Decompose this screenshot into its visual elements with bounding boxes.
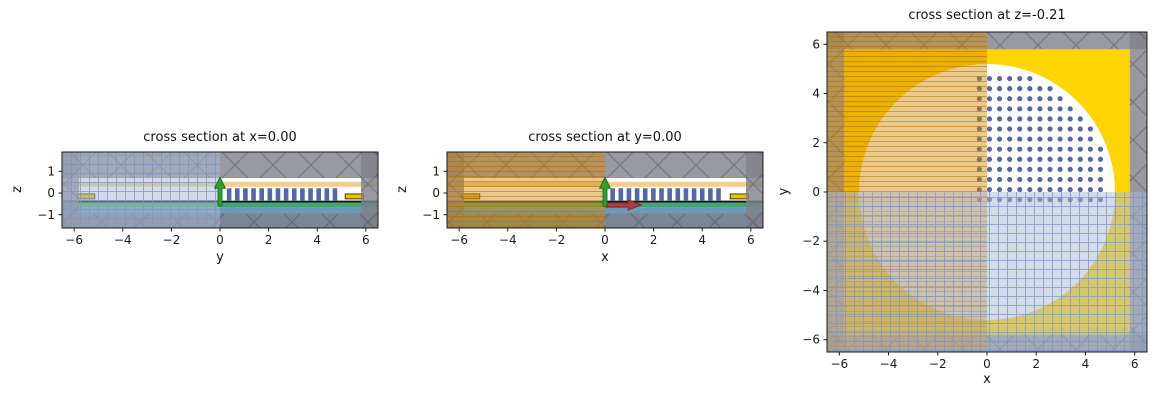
x-tick-label: 0 bbox=[983, 357, 991, 371]
y-tick-label: −4 bbox=[802, 283, 820, 297]
subplot3-title: cross section at z=-0.21 bbox=[908, 8, 1066, 23]
source-arrow bbox=[598, 176, 612, 207]
y-tick-label: 6 bbox=[812, 37, 820, 51]
x-axis-ticks: −6 −4 −2 0 2 4 6 bbox=[65, 228, 370, 247]
y-tick-label: 1 bbox=[432, 164, 440, 178]
pml-region-right bbox=[745, 152, 763, 228]
x-tick-label: −2 bbox=[929, 357, 947, 371]
x-tick-label: −2 bbox=[163, 233, 181, 247]
x-tick-label: 2 bbox=[1032, 357, 1040, 371]
plot-area bbox=[827, 32, 1147, 352]
x-tick-label: 4 bbox=[313, 233, 321, 247]
mode-arrow bbox=[605, 199, 643, 211]
subplot1-xlabel: y bbox=[216, 250, 224, 265]
x-tick-label: −2 bbox=[548, 233, 566, 247]
plot-area bbox=[62, 152, 378, 228]
symmetry-overlay-blue bbox=[827, 192, 1147, 352]
x-tick-label: −4 bbox=[880, 357, 898, 371]
subplot2-ylabel: z bbox=[394, 186, 410, 193]
grating-pillars bbox=[226, 188, 338, 201]
y-tick-label: −6 bbox=[802, 333, 820, 347]
plot-area bbox=[447, 152, 763, 228]
pillar-dots bbox=[976, 75, 1104, 203]
y-tick-label: 0 bbox=[432, 186, 440, 200]
subplot2-cross-section-y: −6 −4 −2 0 2 4 6 −1 0 1 bbox=[422, 151, 764, 247]
x-tick-label: 0 bbox=[601, 233, 609, 247]
symmetry-overlay-orange bbox=[447, 152, 605, 228]
x-tick-label: 2 bbox=[265, 233, 273, 247]
subplot2-title: cross section at y=0.00 bbox=[528, 130, 682, 145]
subplot1-title: cross section at x=0.00 bbox=[143, 130, 297, 145]
subplot3-ylabel: y bbox=[776, 187, 792, 196]
gold-contact-right bbox=[344, 193, 364, 200]
y-axis-ticks: −1 0 1 bbox=[37, 164, 62, 222]
source-arrow bbox=[213, 176, 227, 207]
x-tick-label: 4 bbox=[1082, 357, 1090, 371]
y-tick-label: 2 bbox=[812, 136, 820, 150]
x-tick-label: 2 bbox=[650, 233, 658, 247]
y-axis-ticks: −1 0 1 bbox=[422, 164, 447, 222]
subplot3-xlabel: x bbox=[983, 372, 991, 387]
subplot1-cross-section-x: −6 −4 −2 0 2 4 6 −1 0 1 bbox=[37, 151, 379, 247]
x-tick-label: 6 bbox=[747, 233, 755, 247]
y-tick-label: −1 bbox=[422, 208, 440, 222]
x-tick-label: 0 bbox=[216, 233, 224, 247]
subplot3-cross-section-z: −6 −4 −2 0 2 4 6 −6 −4 −2 0 2 4 6 bbox=[802, 31, 1148, 371]
y-tick-label: −2 bbox=[802, 234, 820, 248]
x-tick-label: −6 bbox=[450, 233, 468, 247]
pml-region-right bbox=[360, 152, 378, 228]
y-axis-ticks: −6 −4 −2 0 2 4 6 bbox=[802, 37, 827, 347]
subplot1-ylabel: z bbox=[9, 186, 25, 193]
subplot2-xlabel: x bbox=[601, 250, 609, 265]
x-tick-label: 6 bbox=[362, 233, 370, 247]
y-tick-label: 0 bbox=[812, 185, 820, 199]
symmetry-overlay-blue bbox=[62, 152, 220, 228]
x-tick-label: −4 bbox=[114, 233, 132, 247]
y-tick-label: −1 bbox=[37, 208, 55, 222]
grating-pillars bbox=[610, 188, 721, 201]
x-tick-label: 4 bbox=[698, 233, 706, 247]
x-tick-label: −6 bbox=[830, 357, 848, 371]
y-tick-label: 4 bbox=[812, 87, 820, 101]
y-tick-label: 1 bbox=[47, 164, 55, 178]
x-axis-ticks: −6 −4 −2 0 2 4 6 bbox=[830, 352, 1139, 371]
x-axis-ticks: −6 −4 −2 0 2 4 6 bbox=[450, 228, 755, 247]
y-tick-label: 0 bbox=[47, 186, 55, 200]
x-tick-label: −4 bbox=[499, 233, 517, 247]
x-tick-label: −6 bbox=[65, 233, 83, 247]
x-tick-label: 6 bbox=[1131, 357, 1139, 371]
gold-contact-right bbox=[729, 193, 749, 200]
